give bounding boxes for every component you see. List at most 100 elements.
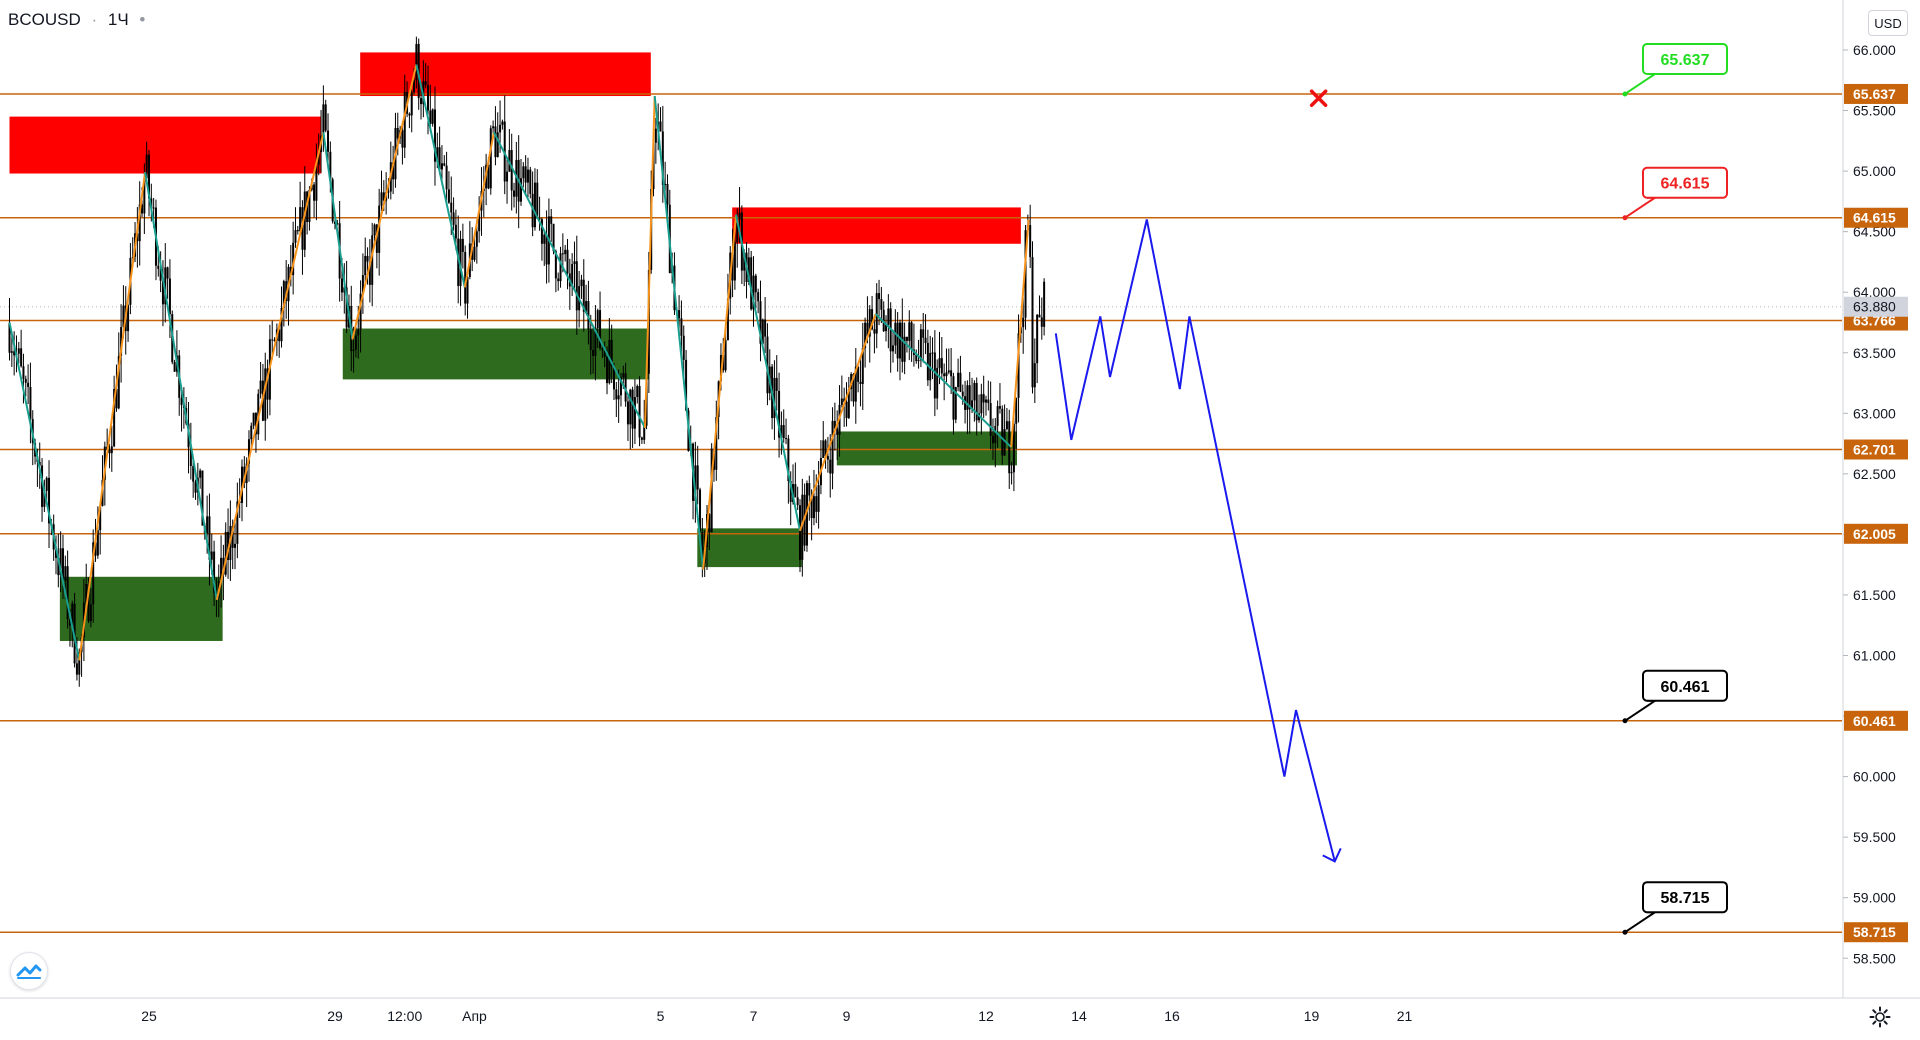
price-tick-59.500: 59.500 [1853,829,1896,845]
candle-body-433 [1012,423,1015,473]
candle-body-66 [159,268,162,281]
candle-body-222 [522,166,525,179]
wave-segment-10 [644,95,656,428]
currency-button[interactable]: USD [1868,10,1908,36]
candle-body-407 [952,376,955,420]
candle-body-70 [168,278,171,315]
candle-body-49 [120,327,123,357]
price-scale-bg [1843,0,1920,1040]
candle-body-142 [336,223,339,225]
candle-body-354 [829,459,832,474]
candle-body-27 [68,619,71,626]
gear-icon[interactable] [1866,1003,1894,1031]
candle-body-158 [373,224,376,236]
candle-body-210 [494,126,497,158]
level-tag-65.637: 65.637 [1853,86,1896,102]
symbol-header: BCOUSD · 1Ч • [8,10,151,30]
candle-body-218 [513,190,516,197]
red-x-icon [1309,89,1328,108]
interval-label[interactable]: 1Ч [107,10,129,29]
candle-body-411 [961,391,964,397]
candle-body-114 [271,339,274,341]
candle-body-345 [808,483,811,496]
candle-body-80 [192,466,195,482]
time-tick-Апр: Апр [462,1008,487,1024]
candle-body-425 [994,425,997,444]
candle-body-395 [924,337,927,343]
candle-body-291 [682,335,685,360]
candle-body-184 [433,109,436,162]
candle-body-212 [499,124,502,133]
time-tick-12:00: 12:00 [387,1008,422,1024]
symbol-name: BCOUSD [8,10,81,29]
candle-body-252 [592,349,595,356]
candle-body-224 [526,169,529,183]
candle-body-236 [554,251,557,279]
candle-body-157 [371,235,374,285]
candle-body-324 [759,301,762,344]
candle-body-442 [1033,363,1036,388]
candle-body-153 [361,275,364,294]
demand-zone-4 [836,431,1017,466]
candle-body-69 [166,267,169,279]
time-axis-bg [0,998,1920,1040]
candle-body-156 [368,261,371,285]
time-tick-19: 19 [1304,1008,1320,1024]
candle-body-217 [510,150,513,191]
candle-body-176 [415,43,418,81]
candle-body-261 [613,366,615,390]
candle-body-404 [945,372,948,377]
candle-body-197 [464,251,467,304]
candle-body-400 [936,367,939,399]
candle-body-341 [799,505,801,560]
candle-body-202 [475,231,478,247]
candle-body-104 [247,439,250,464]
candle-body-426 [996,406,999,426]
candle-body-322 [754,275,757,293]
candle-body-181 [427,85,429,111]
candle-body-388 [908,322,911,341]
candle-body-365 [854,366,857,402]
candle-body-398 [931,352,934,354]
candle-body-63 [152,207,155,209]
candle-body-247 [580,279,583,287]
candle-body-221 [520,178,522,202]
candle-body-52 [127,304,130,332]
candle-body-22 [57,557,60,576]
candle-body-435 [1017,333,1020,398]
candle-body-30 [75,663,78,675]
levels-layer [0,93,1842,933]
candle-body-420 [982,394,985,403]
candle-body-417 [975,382,978,421]
candle-body-190 [447,189,450,203]
candle-body-98 [234,543,237,548]
candle-body-2 [10,351,13,353]
candle-body-230 [540,219,543,244]
candle-body-371 [868,309,871,337]
level-tag-bg-60.461 [1844,710,1908,731]
candle-body-427 [998,406,1001,409]
candle-body-364 [852,374,855,402]
candle-body-81 [194,481,197,493]
tradingview-cloud-icon[interactable] [10,952,48,990]
candle-body-424 [991,435,994,444]
candle-body-431 [1008,421,1011,474]
candle-body-24 [61,548,64,581]
candle-body-361 [845,401,848,419]
candle-body-187 [440,163,443,170]
candle-body-264 [619,377,622,396]
target-label-60.461: 60.461 [1661,679,1710,696]
candle-body-16 [43,490,46,507]
candle-body-239 [561,253,564,255]
candle-body-7 [22,366,25,379]
candle-body-170 [401,130,404,148]
candle-body-379 [887,308,890,325]
gear-glyph [1869,1006,1891,1028]
candle-body-28 [71,603,74,626]
price-tick-59.000: 59.000 [1853,890,1896,906]
candle-body-403 [943,373,946,377]
candle-body-145 [343,287,346,293]
candle-body-23 [59,548,62,576]
candle-body-387 [905,336,908,341]
